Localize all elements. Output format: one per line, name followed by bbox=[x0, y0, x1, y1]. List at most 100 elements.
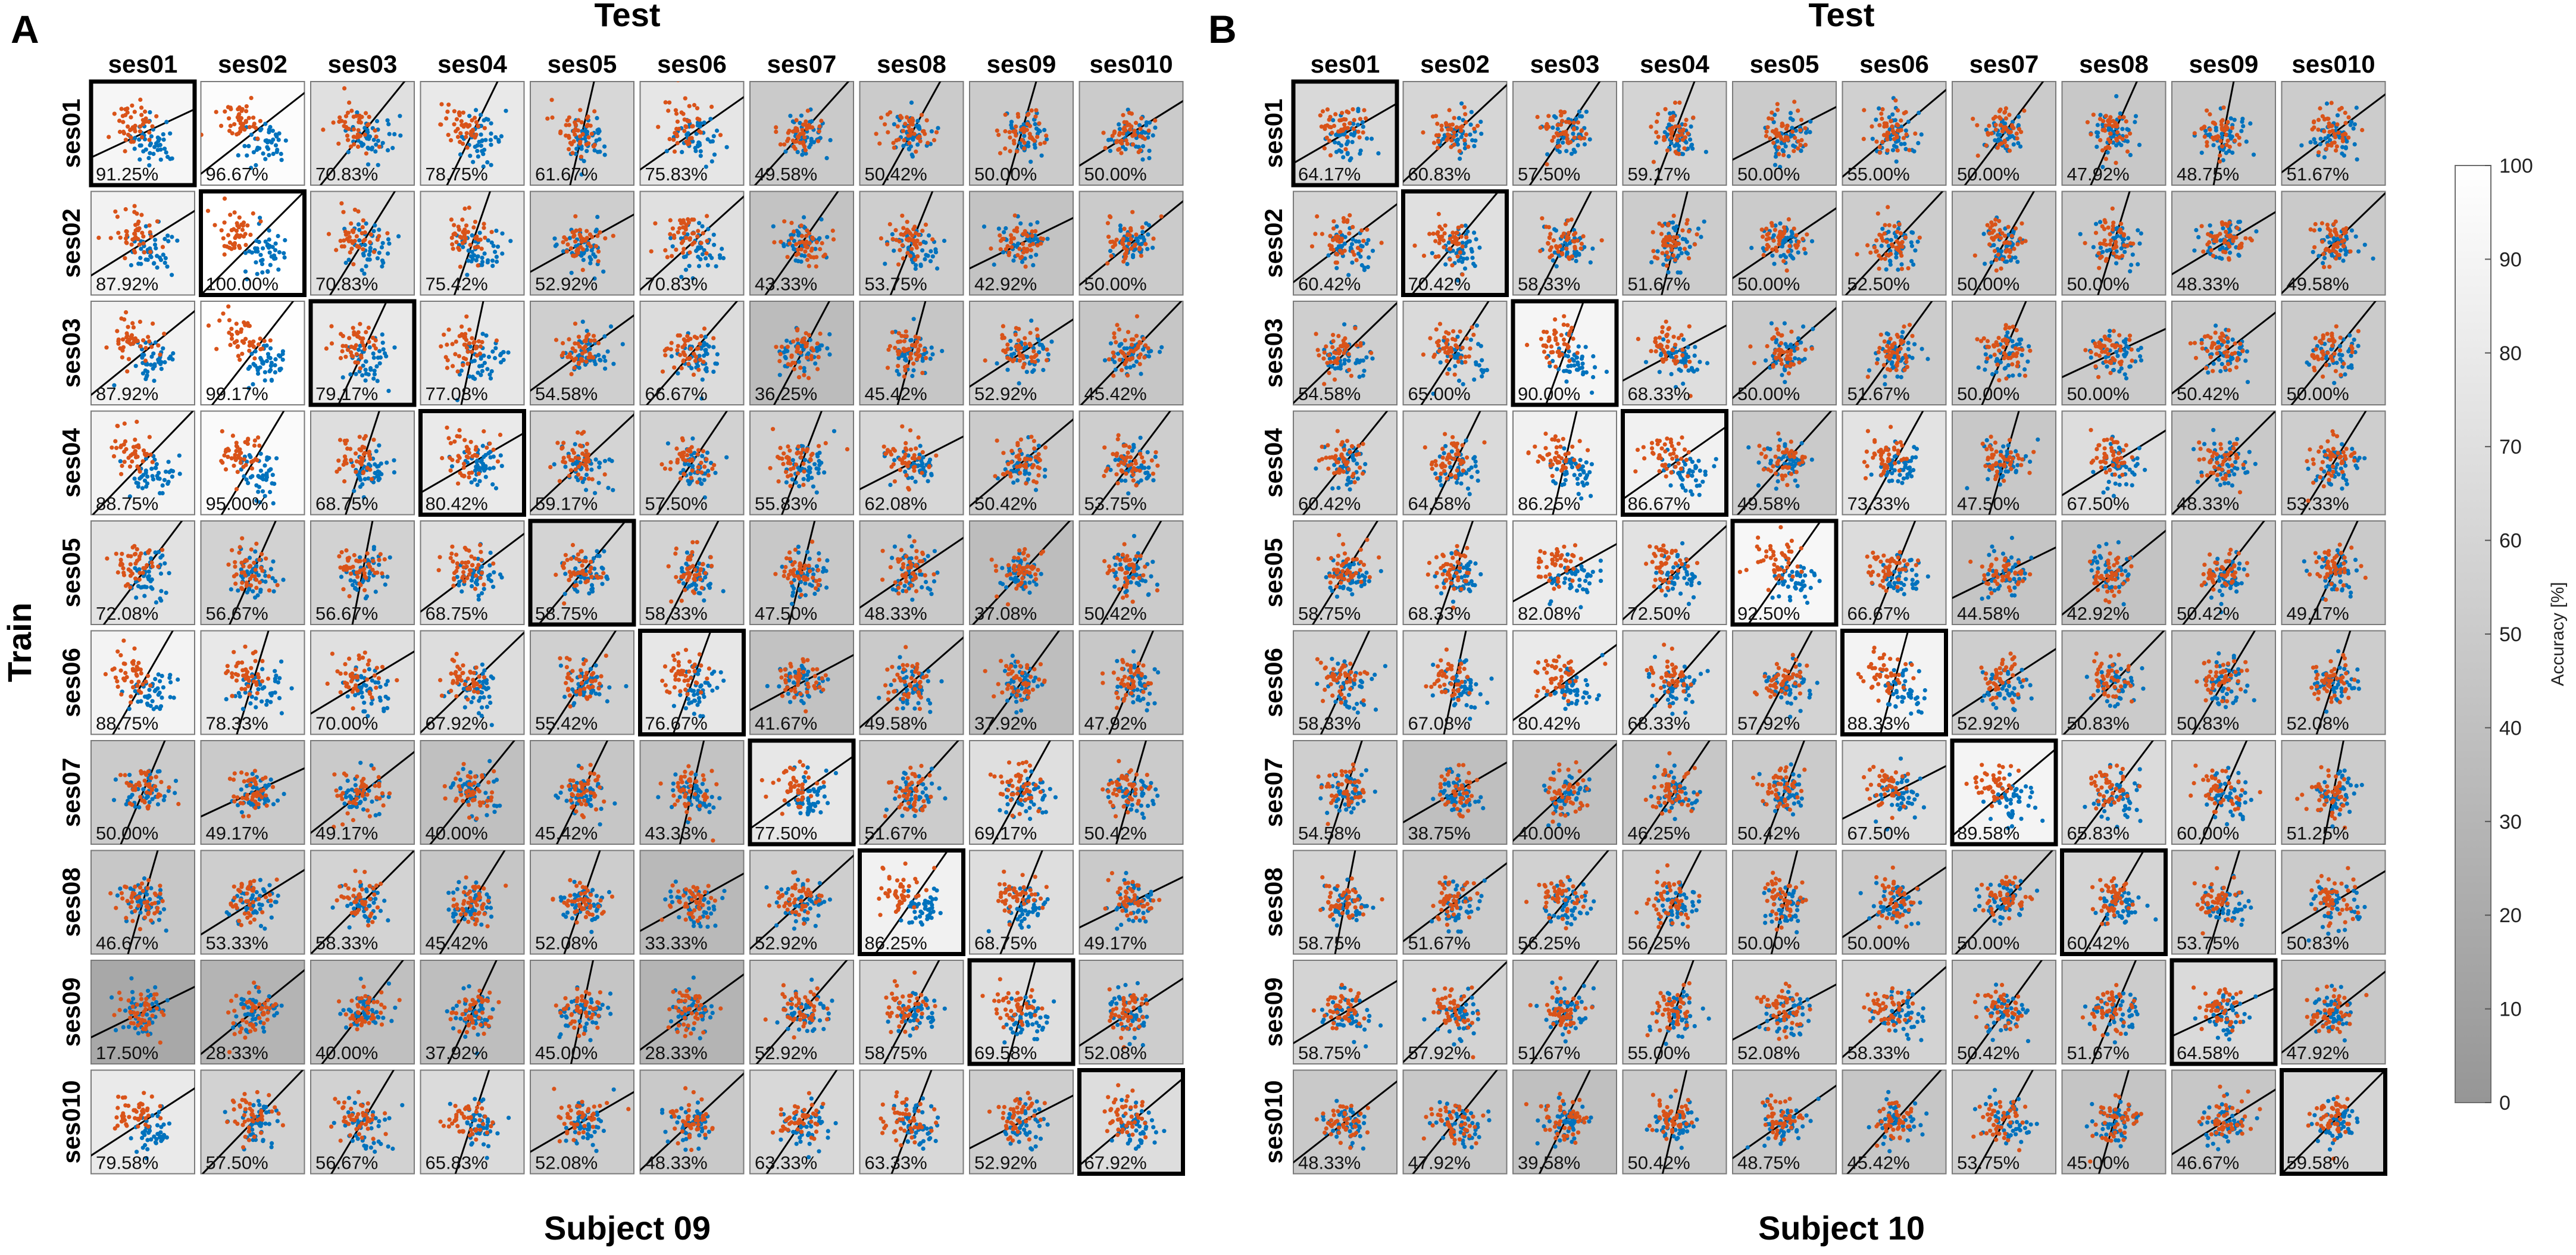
point-class-a bbox=[687, 565, 693, 570]
point-class-b bbox=[703, 471, 708, 476]
point-class-a bbox=[340, 344, 345, 348]
point-class-b bbox=[236, 153, 240, 158]
point-class-b bbox=[1015, 478, 1020, 483]
point-class-a bbox=[233, 564, 237, 569]
point-class-a bbox=[1013, 332, 1018, 337]
point-class-b bbox=[808, 466, 812, 471]
point-class-a bbox=[489, 230, 494, 235]
point-class-a bbox=[586, 452, 591, 457]
point-class-a bbox=[797, 576, 802, 581]
point-class-a bbox=[243, 463, 248, 467]
point-class-b bbox=[714, 361, 720, 366]
point-class-a bbox=[474, 566, 479, 571]
point-class-a bbox=[226, 454, 230, 460]
point-class-a bbox=[439, 102, 444, 107]
point-class-a bbox=[96, 235, 101, 240]
point-class-a bbox=[1137, 246, 1142, 252]
point-class-a bbox=[902, 138, 906, 143]
point-class-a bbox=[351, 464, 355, 469]
point-class-a bbox=[685, 571, 690, 576]
point-class-a bbox=[583, 344, 588, 349]
point-class-a bbox=[437, 555, 442, 560]
point-class-a bbox=[1131, 472, 1136, 477]
point-class-a bbox=[237, 243, 242, 248]
point-class-a bbox=[359, 340, 364, 345]
point-class-a bbox=[675, 141, 680, 145]
point-class-a bbox=[1131, 337, 1136, 342]
point-class-a bbox=[886, 130, 890, 135]
point-class-a bbox=[148, 249, 153, 254]
point-class-a bbox=[1115, 481, 1120, 486]
point-class-a bbox=[346, 230, 351, 235]
point-class-a bbox=[561, 240, 565, 245]
point-class-a bbox=[805, 577, 810, 582]
point-class-b bbox=[681, 468, 686, 473]
point-class-b bbox=[279, 711, 284, 716]
point-class-a bbox=[461, 465, 466, 470]
point-class-a bbox=[883, 451, 888, 456]
point-class-b bbox=[583, 136, 587, 141]
point-class-a bbox=[1003, 113, 1008, 117]
point-class-a bbox=[574, 583, 579, 588]
point-class-a bbox=[816, 355, 821, 360]
point-class-a bbox=[224, 670, 229, 676]
point-class-a bbox=[480, 570, 484, 575]
point-class-a bbox=[580, 451, 585, 456]
scatter-points bbox=[879, 191, 947, 295]
point-class-b bbox=[168, 680, 173, 685]
point-class-a bbox=[804, 344, 809, 349]
point-class-a bbox=[371, 558, 376, 563]
point-class-b bbox=[480, 591, 484, 596]
point-class-b bbox=[935, 266, 940, 271]
point-class-b bbox=[1145, 470, 1150, 475]
point-class-b bbox=[355, 110, 359, 115]
point-class-a bbox=[796, 251, 801, 256]
accuracy-label: 53.75% bbox=[1084, 494, 1147, 514]
point-class-b bbox=[589, 467, 594, 472]
point-class-b bbox=[1045, 236, 1050, 241]
point-class-b bbox=[699, 396, 704, 401]
point-class-a bbox=[583, 339, 588, 344]
point-class-b bbox=[151, 351, 156, 356]
point-class-a bbox=[246, 684, 251, 689]
point-class-b bbox=[1147, 120, 1152, 125]
point-class-a bbox=[1146, 128, 1151, 133]
point-class-a bbox=[1110, 133, 1115, 138]
point-class-b bbox=[688, 472, 693, 476]
cell-background bbox=[1078, 520, 1184, 625]
point-class-b bbox=[1137, 123, 1142, 127]
point-class-b bbox=[1022, 133, 1027, 138]
point-class-a bbox=[445, 366, 450, 370]
point-class-b bbox=[714, 128, 720, 133]
point-class-b bbox=[704, 366, 709, 371]
point-class-b bbox=[470, 359, 474, 364]
point-class-a bbox=[914, 576, 918, 580]
point-class-a bbox=[787, 572, 792, 577]
point-class-a bbox=[358, 558, 362, 563]
point-class-b bbox=[367, 345, 372, 350]
point-class-b bbox=[248, 455, 253, 460]
scatter-points bbox=[224, 630, 294, 735]
accuracy-label: 96.67% bbox=[206, 164, 268, 185]
point-class-a bbox=[1037, 466, 1042, 470]
point-class-b bbox=[150, 586, 155, 591]
accuracy-label: 45.42% bbox=[1084, 383, 1147, 404]
point-class-a bbox=[584, 464, 589, 469]
point-class-a bbox=[120, 337, 126, 342]
point-class-b bbox=[588, 261, 593, 266]
point-class-b bbox=[680, 569, 684, 574]
point-class-a bbox=[1031, 439, 1036, 444]
point-class-b bbox=[279, 659, 284, 664]
point-class-a bbox=[236, 453, 241, 458]
point-class-b bbox=[373, 589, 378, 594]
point-class-b bbox=[1122, 346, 1127, 351]
point-class-b bbox=[928, 357, 933, 361]
point-class-b bbox=[343, 260, 348, 266]
point-class-b bbox=[992, 262, 996, 267]
point-class-b bbox=[1045, 137, 1049, 142]
point-class-a bbox=[695, 106, 700, 111]
point-class-b bbox=[145, 481, 150, 486]
point-class-a bbox=[801, 461, 806, 466]
point-class-a bbox=[126, 357, 132, 361]
cell-ses04-ses03: 68.75% bbox=[310, 410, 415, 516]
